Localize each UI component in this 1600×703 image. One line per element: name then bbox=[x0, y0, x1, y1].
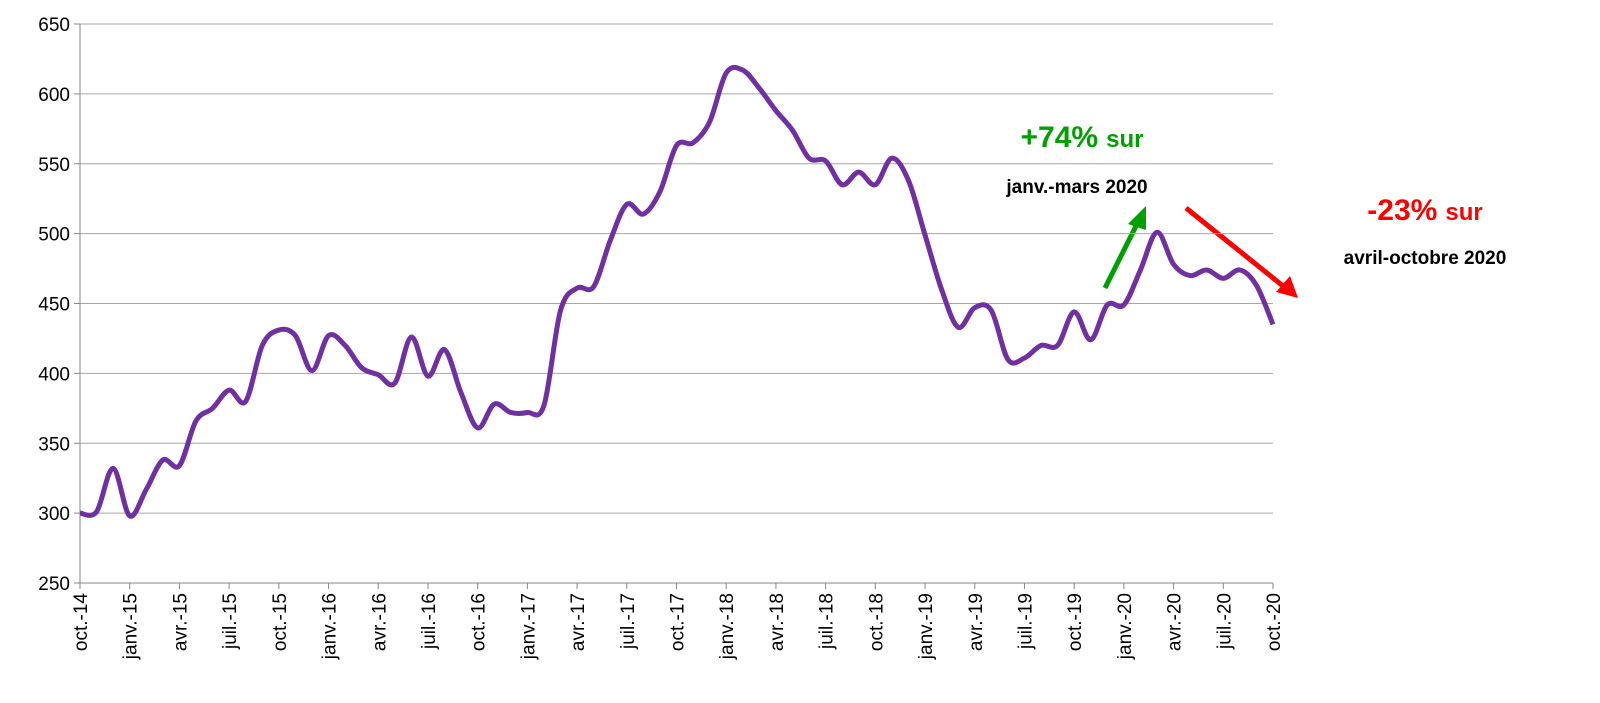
x-tick-label: oct.-14 bbox=[71, 593, 92, 652]
annotation-emphasis: +74% bbox=[1021, 121, 1099, 154]
x-tick-label: avr.-19 bbox=[966, 593, 987, 651]
y-tick-label: 300 bbox=[38, 504, 70, 525]
annotation: -23% sur bbox=[1367, 194, 1482, 227]
x-tick-label: avr.-20 bbox=[1165, 593, 1186, 651]
x-tick-label: juil.-20 bbox=[1214, 593, 1235, 650]
x-tick-label: avr.-18 bbox=[767, 593, 788, 651]
y-tick-label: 400 bbox=[38, 364, 70, 385]
up-arrow bbox=[1102, 216, 1143, 290]
x-tick-label: janv.-20 bbox=[1115, 593, 1136, 660]
y-tick-label: 600 bbox=[38, 85, 70, 106]
annotation-line2: janv.-mars 2020 bbox=[1005, 177, 1147, 198]
x-tick-label: oct.-15 bbox=[270, 593, 291, 651]
x-tick-label: avr.-16 bbox=[369, 593, 390, 651]
x-tick-label: janv.-17 bbox=[518, 593, 539, 660]
x-tick-label: janv.-15 bbox=[121, 593, 142, 660]
x-tick-label: juil.-15 bbox=[220, 593, 241, 650]
x-tick-label: avr.-17 bbox=[568, 593, 589, 651]
x-tick-label: janv.-16 bbox=[320, 593, 341, 660]
down-arrowhead bbox=[1276, 276, 1298, 298]
annotation-text: sur bbox=[1445, 199, 1482, 226]
annotation-text: sur bbox=[1106, 126, 1143, 153]
x-tick-label: juil.-19 bbox=[1015, 593, 1036, 650]
x-tick-label: janv.-19 bbox=[916, 593, 937, 660]
y-tick-label: 250 bbox=[38, 574, 70, 595]
y-tick-label: 450 bbox=[38, 295, 70, 316]
x-tick-label: oct.-16 bbox=[469, 593, 490, 651]
x-tick-label: juil.-16 bbox=[419, 593, 440, 650]
x-tick-label: oct.-17 bbox=[668, 593, 689, 651]
x-tick-label: oct.-20 bbox=[1264, 593, 1285, 651]
x-tick-label: oct.-19 bbox=[1065, 593, 1086, 651]
data-line bbox=[79, 64, 1276, 519]
y-tick-label: 650 bbox=[38, 15, 70, 36]
x-tick-label: avr.-15 bbox=[170, 593, 191, 651]
annotation-emphasis: -23% bbox=[1367, 194, 1437, 227]
x-tick-label: juil.-18 bbox=[817, 593, 838, 650]
annotation: +74% sur bbox=[1021, 121, 1144, 154]
x-tick-label: oct.-18 bbox=[866, 593, 887, 651]
y-tick-label: 550 bbox=[38, 155, 70, 176]
y-tick-label: 500 bbox=[38, 225, 70, 246]
x-tick-label: janv.-18 bbox=[717, 593, 738, 660]
y-tick-label: 350 bbox=[38, 434, 70, 455]
x-tick-label: juil.-17 bbox=[618, 593, 639, 650]
down-arrow bbox=[1184, 206, 1290, 292]
up-arrowhead bbox=[1128, 206, 1146, 230]
annotation-line2: avril-octobre 2020 bbox=[1344, 248, 1507, 269]
